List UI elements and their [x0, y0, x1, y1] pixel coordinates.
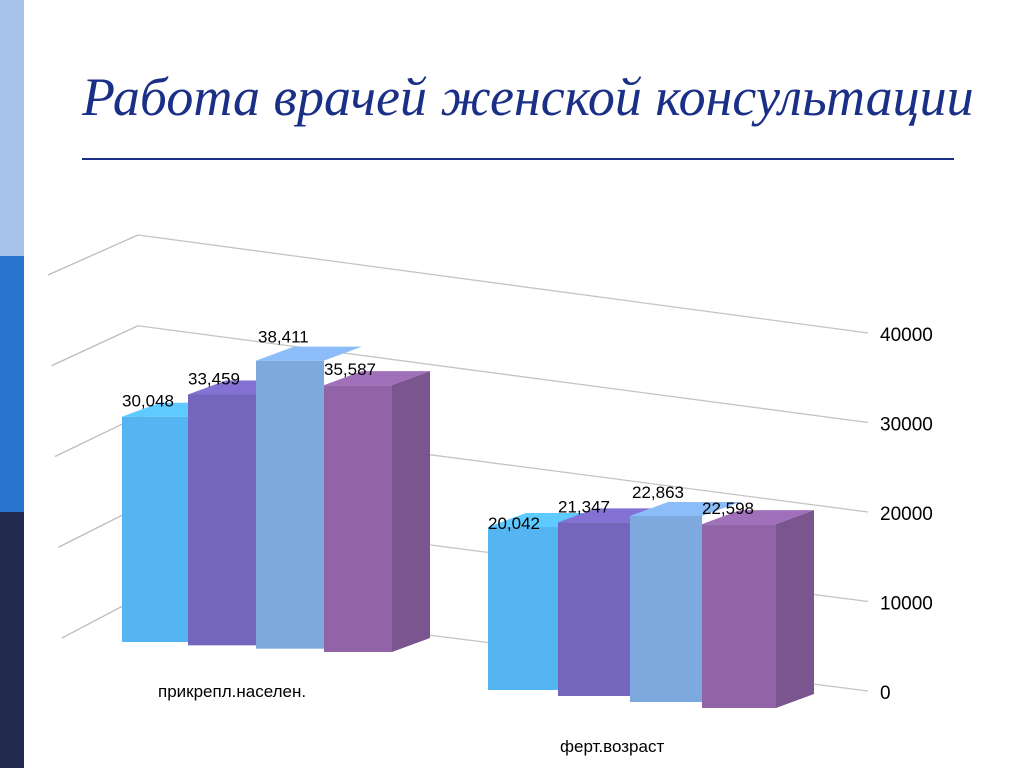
data-label: 21,347 [558, 497, 610, 516]
side-band-bottom [0, 512, 24, 768]
bar-top-face [324, 371, 430, 386]
x-category-label: прикрепл.населен. [158, 682, 306, 701]
bar-top-face [256, 346, 362, 361]
data-label: 35,587 [324, 360, 376, 379]
data-label: 22,863 [632, 483, 684, 502]
bar-side-face [392, 371, 430, 652]
data-label: 30,048 [122, 392, 174, 411]
gridline-back-edge [47, 234, 139, 276]
y-tick-label: 30000 [880, 415, 933, 436]
data-label: 33,459 [188, 369, 240, 388]
side-band-top [0, 0, 24, 256]
bar-top-face [702, 510, 814, 525]
x-category-label: ферт.возраст [560, 737, 664, 756]
bar [324, 385, 392, 652]
bar [630, 516, 702, 702]
data-label: 22,598 [702, 499, 754, 518]
bar [488, 526, 558, 690]
bar [558, 522, 630, 696]
data-label: 20,042 [488, 514, 540, 533]
gridline-back-edge [51, 325, 139, 367]
y-tick-label: 20000 [880, 504, 933, 525]
bar-top-face [558, 508, 668, 523]
y-tick-label: 10000 [880, 594, 933, 615]
gridline [137, 234, 869, 334]
data-label: 38,411 [258, 328, 309, 347]
y-tick-label: 0 [880, 683, 891, 704]
slide-title: Работа врачей женской консультации [82, 67, 974, 127]
gridline [137, 325, 869, 424]
bar-side-face [776, 510, 814, 708]
bar [256, 360, 324, 649]
y-tick-label: 40000 [880, 325, 933, 346]
bar-top-face [630, 502, 740, 516]
bar [702, 524, 776, 708]
bar [188, 394, 256, 646]
side-band-middle [0, 256, 24, 512]
title-underline [82, 158, 954, 160]
bar [122, 416, 188, 642]
bar-top-face [488, 512, 596, 527]
